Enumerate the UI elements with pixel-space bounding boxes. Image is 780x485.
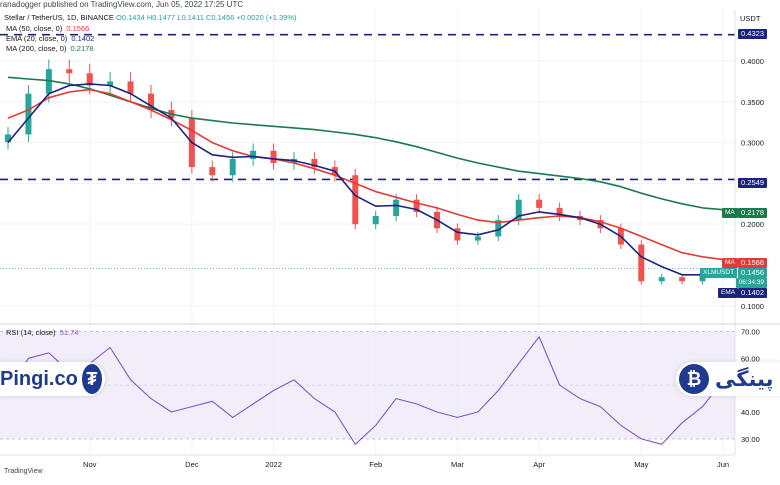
ema-axis-label: EMA — [718, 288, 739, 298]
candle-body — [209, 167, 216, 176]
legend-ma50-label: MA (50, close, 0) — [6, 24, 63, 33]
pingi-logo-right: ₿ پینگی — [676, 362, 780, 396]
ema-axis-value: 0.1402 — [738, 288, 767, 298]
time-tick-label: 2022 — [265, 460, 282, 469]
candle-body — [25, 93, 32, 135]
tradingview-text: TradingView — [4, 468, 43, 475]
candle-body — [638, 244, 645, 282]
ohlc-open: O0.1434 — [116, 13, 145, 22]
candle-body — [229, 158, 236, 176]
ohlc-close: C0.1456 — [205, 13, 235, 22]
ma50-line — [7, 88, 724, 261]
candle-body — [148, 93, 154, 110]
legend-ema20[interactable]: EMA (20, close, 0) 0.1402 — [6, 34, 94, 43]
ema20-line — [7, 83, 724, 276]
rsi-band — [0, 331, 735, 439]
price-tick-label: 0.3000 — [741, 139, 764, 148]
candle-body — [474, 236, 481, 241]
legend-ema20-label: EMA (20, close, 0) — [6, 34, 68, 43]
time-tick-label: Nov — [83, 460, 97, 469]
candle-body — [393, 199, 400, 217]
candle-body — [556, 207, 563, 217]
candle-body — [495, 220, 502, 237]
candle-body — [454, 228, 461, 241]
candle-body — [413, 199, 420, 212]
candle-body — [86, 73, 93, 86]
legend-ema20-value: 0.1402 — [71, 34, 95, 43]
bitcoin-icon: ₿ — [679, 364, 709, 394]
legend-ma200-label: MA (200, close, 0) — [6, 44, 67, 53]
rsi-tick-label: 40.00 — [741, 408, 760, 417]
publish-text: ranadogger published on TradingView.com,… — [0, 0, 244, 9]
ohlc-bar: Stellar / TetherUS, 1D, BINANCE O0.1434 … — [4, 13, 296, 22]
rsi-label: RSI (14, close) — [6, 328, 56, 337]
ohlc-low: L0.1411 — [177, 13, 204, 22]
symbol-axis-tag: XLMUSDT — [700, 268, 738, 278]
candle-body — [372, 216, 379, 225]
candle-body — [658, 277, 665, 282]
candle-body — [45, 69, 52, 94]
time-tick-label: Feb — [369, 460, 382, 469]
price-unit: USDT — [740, 14, 761, 23]
price-tick-label: 0.4000 — [741, 57, 764, 66]
price-tick-label: 0.1000 — [741, 302, 764, 311]
legend-ma200[interactable]: MA (200, close, 0) 0.2178 — [6, 44, 94, 53]
candle-body — [66, 69, 73, 74]
legend-ma200-value: 0.2178 — [70, 44, 94, 53]
legend-ma50[interactable]: MA (50, close, 0) 0.1566 — [6, 24, 89, 33]
candle-countdown: 06:34:39 — [735, 278, 767, 288]
price-tick-label: 0.3500 — [741, 98, 764, 107]
ohlc-high: H0.1477 — [146, 13, 176, 22]
time-tick-label: Mar — [451, 460, 464, 469]
level-high-tag: 0.4323 — [738, 29, 767, 39]
pingi-logo-left: Pingi.co ₮ — [0, 362, 105, 396]
candle-body — [270, 150, 277, 163]
ma50-axis-label: MA — [722, 258, 738, 268]
last-price-tag: 0.1456 — [738, 268, 767, 278]
ma50-axis-value: 0.1566 — [738, 258, 767, 268]
tradingview-brand: TradingView — [4, 468, 43, 475]
pingi-persian-text: پینگی — [715, 367, 774, 391]
rsi-tick-label: 70.00 — [741, 327, 760, 336]
pingi-text: Pingi.co — [0, 367, 78, 390]
time-tick-label: Jun — [717, 460, 729, 469]
price-tick-label: 0.2000 — [741, 220, 764, 229]
rsi-legend[interactable]: RSI (14, close) 51.74 — [6, 328, 78, 337]
candle-body — [536, 199, 543, 208]
rsi-lines — [7, 336, 724, 445]
ohlc-change: +0.0020 (+1.39%) — [236, 13, 297, 22]
level-mid-tag: 0.2549 — [738, 178, 767, 188]
indicator-lines — [7, 76, 724, 276]
time-tick-label: Dec — [185, 460, 199, 469]
candle-body — [679, 277, 686, 282]
candle-body — [250, 150, 257, 159]
rsi-tick-label: 60.00 — [741, 354, 760, 363]
candle-body — [515, 199, 522, 221]
ma200-axis-value: 0.2178 — [738, 208, 767, 218]
candle-body — [311, 158, 318, 168]
rsi-tick-label: 30.00 — [741, 435, 760, 444]
level-lines — [0, 33, 735, 269]
candle-body — [127, 81, 134, 94]
rsi-value: 51.74 — [59, 328, 79, 337]
tether-icon: ₮ — [81, 364, 102, 394]
rsi-line — [7, 336, 724, 445]
publish-header: ranadogger published on TradingView.com,… — [0, 0, 735, 10]
time-tick-label: May — [634, 460, 648, 469]
candle-body — [352, 175, 359, 225]
time-tick-label: Apr — [533, 460, 545, 469]
symbol-name[interactable]: Stellar / TetherUS, 1D, BINANCE — [4, 13, 114, 22]
legend-ma50-value: 0.1566 — [66, 24, 90, 33]
candle-body — [107, 81, 114, 86]
candle-body — [5, 134, 11, 143]
ma200-axis-label: MA — [722, 208, 738, 218]
